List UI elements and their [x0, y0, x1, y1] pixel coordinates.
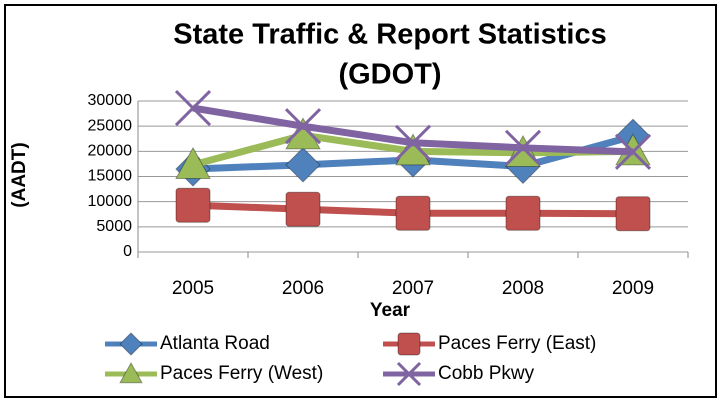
- chart-title: State Traffic & Report Statistics: [173, 19, 607, 51]
- marker: [615, 196, 651, 232]
- x-tick-label: 2008: [502, 278, 544, 299]
- x-axis-label: Year: [370, 300, 411, 321]
- marker: [174, 89, 212, 127]
- y-axis-label: (AADT): [9, 142, 30, 207]
- y-tick-label: 30000: [88, 92, 133, 109]
- x-tick-label: 2006: [282, 278, 324, 299]
- marker: [397, 332, 421, 356]
- legend-label: Paces Ferry (West): [160, 363, 323, 384]
- y-tick-label: 5000: [96, 218, 132, 235]
- marker: [396, 361, 422, 387]
- legend-label: Atlanta Road: [160, 333, 270, 354]
- marker: [175, 146, 211, 180]
- marker: [505, 195, 541, 231]
- y-tick-label: 20000: [88, 143, 133, 160]
- marker: [614, 133, 652, 170]
- marker: [119, 332, 143, 356]
- marker: [284, 108, 322, 145]
- marker: [119, 361, 143, 384]
- legend-label: Paces Ferry (East): [438, 333, 596, 354]
- y-tick-label: 25000: [88, 117, 133, 134]
- x-tick-label: 2009: [612, 278, 654, 299]
- marker: [504, 129, 542, 166]
- y-tick-label: 15000: [88, 168, 133, 185]
- marker: [394, 124, 432, 161]
- x-tick-label: 2005: [172, 278, 214, 299]
- marker: [285, 191, 321, 227]
- chart-border: [4, 4, 717, 398]
- chart-title: (GDOT): [338, 59, 441, 91]
- legend-label: Cobb Pkwy: [438, 363, 535, 384]
- marker: [175, 187, 211, 223]
- x-tick-label: 2007: [392, 278, 434, 299]
- marker: [395, 195, 431, 231]
- y-tick-label: 0: [123, 243, 132, 260]
- y-tick-label: 10000: [88, 193, 133, 210]
- marker: [285, 147, 321, 183]
